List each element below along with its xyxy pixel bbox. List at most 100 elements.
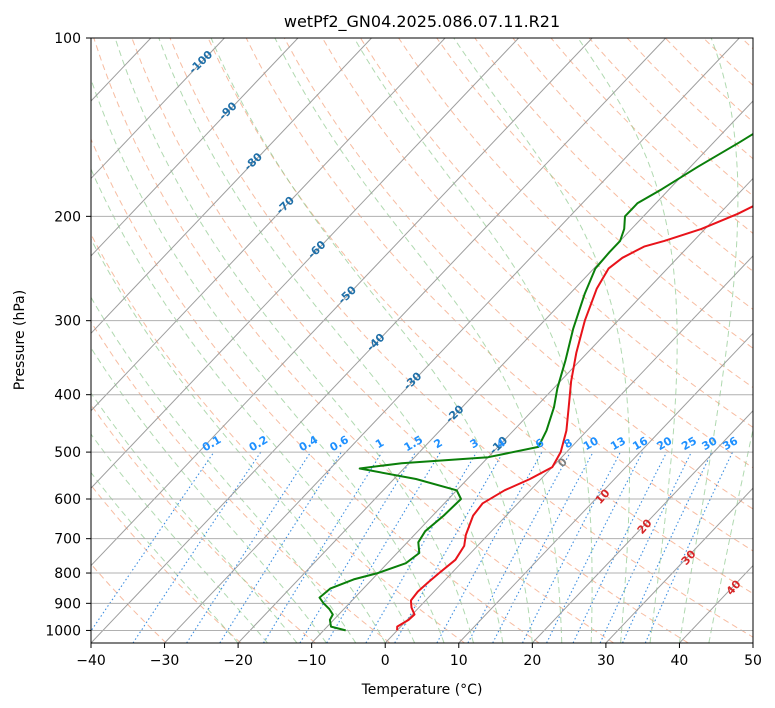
moist-adiabat xyxy=(210,38,533,643)
moist-adiabat xyxy=(91,347,327,643)
dry-adiabat xyxy=(321,38,753,469)
isotherm-line xyxy=(458,332,753,643)
dry-adiabat xyxy=(664,38,753,123)
mixing-ratio-label: 0.4 xyxy=(297,433,321,454)
moist-adiabat-label: 30 xyxy=(679,547,699,567)
dewpoint-profile xyxy=(318,132,753,632)
mixing-ratio-line xyxy=(91,451,215,632)
x-tick-label: 40 xyxy=(671,653,689,669)
mixing-ratio-label: 13 xyxy=(608,434,628,453)
mixing-ratio-label: 1 xyxy=(373,436,386,451)
isotherm-line xyxy=(91,38,593,567)
mixing-ratio-line xyxy=(186,451,312,643)
isotherm-line xyxy=(605,487,753,643)
y-axis-label: Pressure (hPa) xyxy=(12,290,28,390)
isotherm-line xyxy=(91,38,225,180)
mixing-ratio-line xyxy=(599,451,692,643)
y-tick-label: 600 xyxy=(54,492,81,508)
moist-adiabat xyxy=(91,238,386,643)
dry-adiabat xyxy=(93,38,614,643)
mixing-ratio-line xyxy=(394,451,504,643)
isotherm-line xyxy=(91,38,520,489)
mixing-ratio-label: 30 xyxy=(700,434,720,453)
moist-adiabat xyxy=(91,77,445,643)
y-tick-label: 500 xyxy=(54,445,81,461)
dry-adiabat xyxy=(207,38,753,595)
x-tick-label: 50 xyxy=(744,653,762,669)
mixing-ratio-line xyxy=(219,451,342,643)
chart-title: wetPf2_GN04.2025.086.07.11.R21 xyxy=(284,12,560,32)
y-tick-label: 1000 xyxy=(45,623,81,639)
moist-adiabat xyxy=(91,392,298,643)
dry-adiabat xyxy=(245,38,753,552)
mixing-ratio-label: 3 xyxy=(468,436,481,451)
mixing-ratio-label: 16 xyxy=(630,434,650,453)
plot-frame xyxy=(90,37,754,644)
dry-adiabat xyxy=(703,38,753,87)
y-tick-label: 900 xyxy=(54,596,81,612)
x-tick-label: −20 xyxy=(223,653,253,669)
dry-adiabat xyxy=(91,404,316,643)
isotherm-line xyxy=(752,642,753,643)
mixing-ratio-line xyxy=(622,451,713,643)
isotherm-line xyxy=(311,177,753,643)
dry-adiabat xyxy=(91,321,391,643)
dry-adiabat xyxy=(398,38,753,389)
y-axis-ticks: 100 200 300 400 500 600 700 800 900 1000 xyxy=(45,31,91,639)
mixing-ratio-label: 1.5 xyxy=(402,433,425,454)
grid-layer xyxy=(91,38,753,643)
dry-adiabat xyxy=(91,137,540,643)
mixing-ratio-label: 36 xyxy=(720,434,740,453)
mixing-ratio-line xyxy=(644,451,734,643)
mixing-ratio-line xyxy=(546,451,643,643)
x-tick-label: 10 xyxy=(450,653,468,669)
dry-adiabat xyxy=(550,38,753,234)
x-axis-label: Temperature (°C) xyxy=(361,682,483,698)
isotherm-line xyxy=(384,255,753,643)
x-tick-label: −30 xyxy=(150,653,180,669)
dry-adiabat xyxy=(283,38,753,510)
mixing-ratio-line xyxy=(132,451,262,643)
moist-adiabat xyxy=(577,38,678,643)
moist-adiabat xyxy=(114,38,474,643)
moist-adiabat xyxy=(453,38,631,643)
moist-adiabat-label: 10 xyxy=(593,486,613,506)
mixing-ratio-line xyxy=(299,451,417,643)
isotherm-line xyxy=(91,38,372,335)
dry-adiabat xyxy=(436,38,753,349)
x-tick-label: 0 xyxy=(381,653,390,669)
mixing-ratio-line xyxy=(572,451,668,643)
mixing-ratio-line xyxy=(436,451,543,643)
moist-adiabat xyxy=(708,427,753,643)
moist-adiabat-label: 40 xyxy=(724,577,744,597)
mixing-ratio-label: 8 xyxy=(562,436,575,451)
isotherm-line xyxy=(91,38,667,643)
moist-adiabat xyxy=(353,38,593,643)
mixing-ratio-label: 2 xyxy=(432,436,445,451)
moist-adiabat xyxy=(91,296,357,643)
moist-adiabat xyxy=(678,38,739,643)
dry-adiabat xyxy=(91,233,465,643)
x-tick-label: 30 xyxy=(597,653,615,669)
x-axis-ticks: −40 −30 −20 −10 0 10 20 30 40 50 xyxy=(76,643,762,669)
y-tick-label: 800 xyxy=(54,566,81,582)
y-tick-label: 100 xyxy=(54,31,81,47)
x-tick-label: −10 xyxy=(297,653,327,669)
x-tick-label: 20 xyxy=(523,653,541,669)
temperature-profile xyxy=(396,205,753,631)
dry-adiabat xyxy=(169,38,753,638)
dry-adiabat xyxy=(360,38,753,428)
mixing-ratio-line xyxy=(467,451,571,643)
x-tick-label: −40 xyxy=(76,653,106,669)
isotherm-line xyxy=(91,38,446,412)
y-tick-label: 700 xyxy=(54,532,81,548)
dry-adiabat xyxy=(91,484,242,643)
isotherm-line xyxy=(164,38,740,643)
mixing-ratio-label: 0.1 xyxy=(200,433,223,454)
y-tick-label: 300 xyxy=(54,314,81,330)
mixing-ratio-label: 25 xyxy=(679,434,699,453)
dry-adiabat xyxy=(474,38,753,311)
isotherm-line xyxy=(531,409,753,643)
isotherm-line xyxy=(91,38,299,257)
